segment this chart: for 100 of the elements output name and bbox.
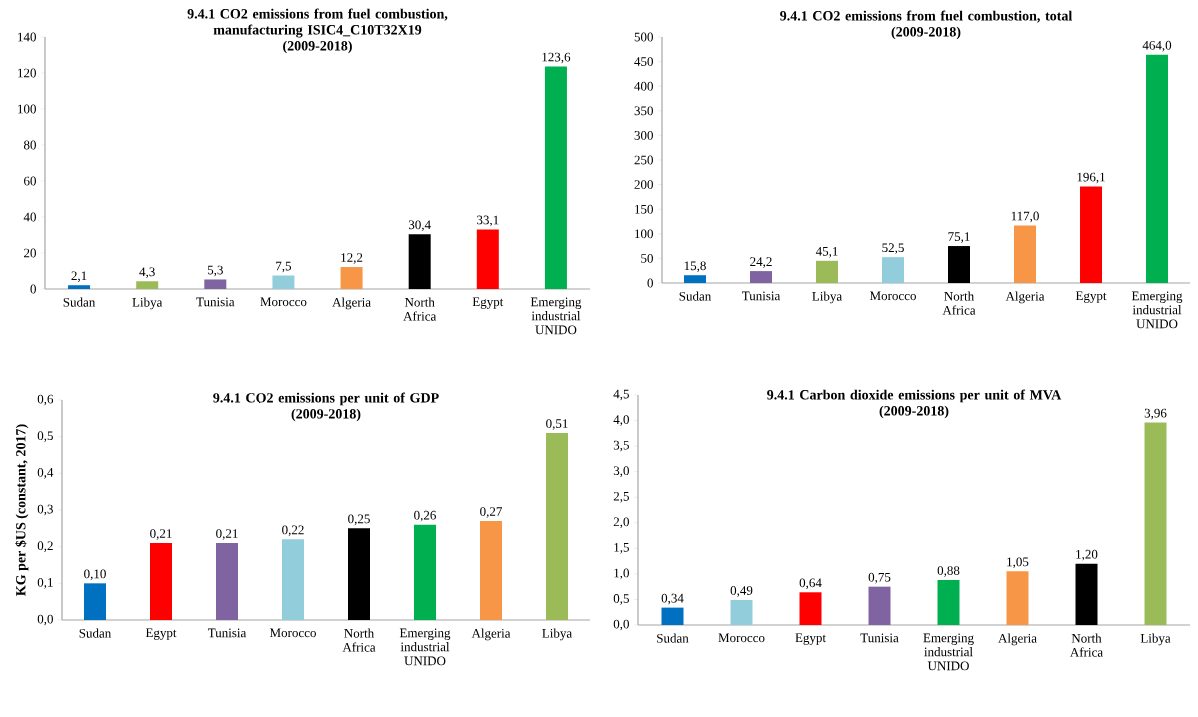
x-tick-label: Sudan: [79, 628, 112, 638]
y-tick-label: 150: [635, 204, 653, 214]
x-tick-label: Libya: [1140, 633, 1171, 646]
y-tick-label: 400: [634, 81, 653, 91]
x-tick-label: Algeria: [1005, 291, 1045, 304]
y-tick-label: 0: [30, 284, 36, 294]
x-tick-label: Algeria: [332, 297, 371, 310]
y-tick-label: 0,0: [613, 619, 629, 631]
data-label: 0,88: [937, 566, 960, 577]
chart-title: 9.4.1 CO2 emissions from fuel combustion, manufacturing ISIC4_C10T32X19: [187, 8, 448, 38]
y-tick-label: 450: [634, 57, 653, 66]
data-label: 0,64: [799, 578, 822, 590]
bar: [408, 234, 431, 289]
x-tick-label: Sudan: [679, 291, 712, 301]
data-label: 123,6: [542, 52, 571, 64]
x-tick-label: Sudan: [657, 633, 689, 643]
data-label: 15,8: [684, 261, 706, 273]
y-tick-label: 1,0: [614, 568, 629, 580]
bar: [661, 607, 684, 625]
x-tick-label: Emerging industrial UNIDO: [1131, 291, 1183, 329]
x-tick-label: North Africa: [1070, 633, 1103, 657]
y-tick-label: 60: [24, 176, 36, 186]
chart-title: 9.4.1 CO2 emissions from fuel combustion, total: [780, 10, 1073, 23]
x-tick-label: Morocco: [718, 633, 765, 643]
data-label: 117,0: [1011, 211, 1039, 223]
y-tick-label: 50: [641, 254, 653, 263]
x-tick-label: Algeria: [998, 633, 1037, 646]
x-tick-label: North Africa: [942, 291, 976, 315]
y-tick-label: 0,3: [37, 504, 53, 516]
data-label: 464,0: [1142, 40, 1172, 52]
bar: [816, 260, 839, 283]
y-tick-label: 100: [635, 229, 653, 239]
bar: [414, 524, 436, 620]
y-tick-label: 2,5: [613, 491, 629, 503]
text: (2009-2018): [879, 405, 949, 419]
x-tick-label: Tunisia: [860, 633, 899, 643]
bar: [348, 528, 370, 620]
y-tick-label: 4,5: [613, 389, 629, 401]
y-tick-label: 4,0: [613, 415, 629, 426]
bar: [882, 257, 905, 283]
x-tick-label: North Africa: [342, 628, 376, 652]
bar: [868, 586, 891, 625]
bar: [204, 279, 227, 289]
bar: [937, 580, 960, 625]
data-label: 5,3: [207, 265, 223, 277]
x-tick-label: Libya: [812, 291, 842, 304]
bar: [84, 583, 106, 620]
x-tick-label: Sudan: [63, 297, 96, 307]
x-tick-label: North Africa: [403, 297, 437, 321]
bar: [546, 433, 568, 620]
y-tick-label: 40: [23, 212, 36, 222]
data-label: 0,21: [150, 529, 172, 540]
y-tick-label: 0,0: [37, 614, 53, 626]
y-tick-label: 0,2: [37, 541, 53, 552]
bar: [476, 229, 499, 289]
data-label: 0,27: [480, 507, 503, 518]
y-tick-label: 20: [24, 248, 36, 258]
chart-title: 9.4.1 Carbon dioxide emissions per unit of MVA: [767, 389, 1062, 403]
x-tick-label: Egypt: [1075, 291, 1107, 303]
y-tick-label: 0,5: [37, 431, 53, 442]
data-label: 0,21: [216, 529, 238, 540]
bar: [136, 281, 159, 289]
x-tick-label: Algeria: [471, 628, 511, 641]
y-tick-label: 250: [634, 155, 653, 165]
x-tick-label: Egypt: [472, 297, 504, 309]
bar: [340, 267, 363, 289]
data-label: 1,20: [1076, 549, 1098, 561]
y-tick-label: 0,1: [37, 578, 53, 589]
y-tick-label: 3,0: [613, 466, 629, 477]
x-tick-label: Emerging industrial UNIDO: [530, 297, 582, 335]
y-tick-label: 2,0: [613, 517, 629, 529]
data-label: 0,10: [84, 569, 106, 581]
y-tick-label: 0,6: [37, 394, 54, 406]
data-label: 1,05: [1007, 557, 1029, 569]
chart-title: 9.4.1 CO2 emissions per unit of GDP: [213, 392, 439, 406]
bar: [544, 66, 567, 289]
bar: [68, 285, 91, 289]
y-axis-title: KG per $US (constant, 2017): [15, 424, 29, 596]
data-label: 30,4: [408, 220, 431, 232]
bar: [1144, 422, 1167, 625]
x-tick-label: Tunisia: [207, 628, 247, 638]
data-label: 0,49: [730, 586, 753, 597]
x-tick-label: Libya: [542, 628, 572, 641]
bar: [1075, 563, 1098, 625]
x-tick-label: Egypt: [145, 628, 177, 640]
bar: [1146, 54, 1169, 283]
data-label: 24,2: [750, 257, 772, 268]
x-tick-label: Libya: [132, 297, 163, 310]
bar: [1014, 225, 1037, 283]
x-tick-label: Emerging industrial UNIDO: [399, 628, 451, 666]
y-tick-label: 80: [23, 140, 36, 150]
bar: [480, 521, 502, 620]
data-label: 33,1: [477, 215, 499, 227]
y-tick-label: 100: [18, 104, 36, 114]
bar: [150, 543, 172, 620]
data-label: 196,1: [1077, 172, 1105, 184]
bar: [750, 271, 773, 283]
y-tick-label: 3,5: [613, 440, 629, 452]
data-label: 4,3: [139, 267, 155, 279]
bar: [1080, 186, 1103, 283]
